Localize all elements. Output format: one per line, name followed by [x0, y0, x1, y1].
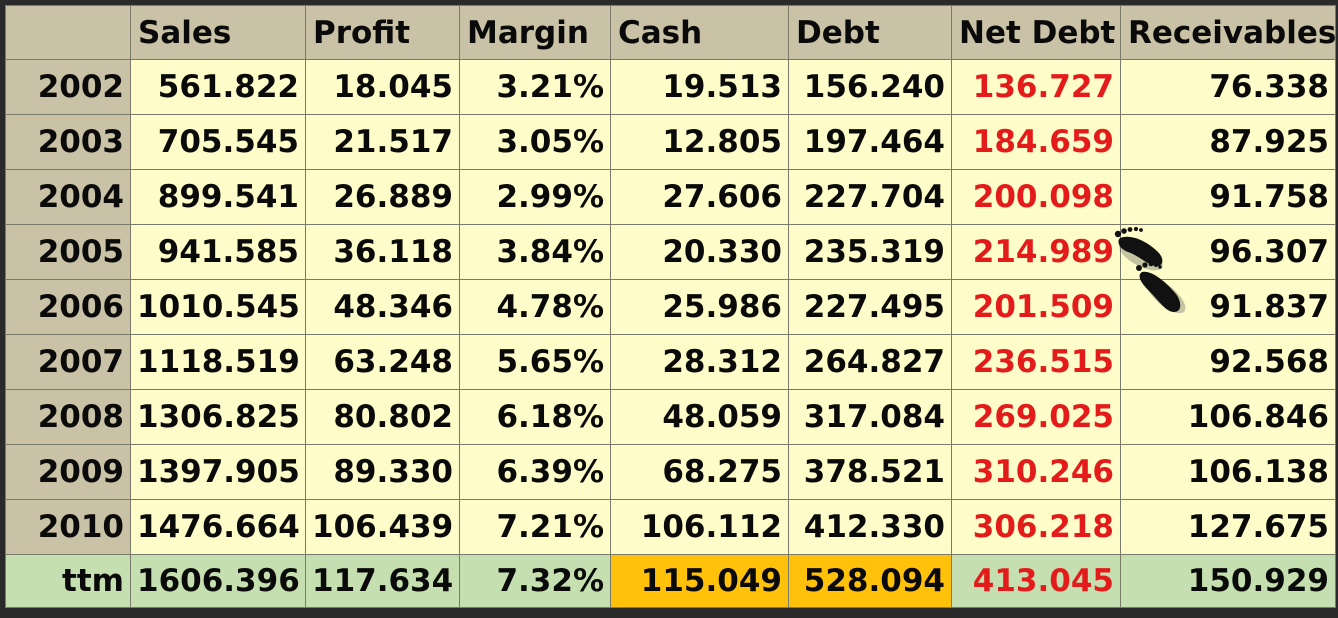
- receivables-cell[interactable]: 106.138: [1120, 444, 1336, 500]
- receivables-cell[interactable]: 91.758: [1120, 169, 1336, 225]
- receivables-cell[interactable]: 106.846: [1120, 389, 1336, 445]
- debt-cell[interactable]: 197.464: [788, 114, 952, 170]
- net-debt-cell[interactable]: 200.098: [951, 169, 1121, 225]
- header-row: Sales Profit Margin Cash Debt Net Debt R…: [5, 5, 1336, 60]
- sales-cell[interactable]: 1397.905: [130, 444, 306, 500]
- table-row: 2008 1306.825 80.802 6.18% 48.059 317.08…: [5, 389, 1336, 445]
- row-label[interactable]: 2004: [5, 169, 131, 225]
- net-debt-cell[interactable]: 413.045: [951, 554, 1121, 608]
- margin-cell[interactable]: 6.18%: [459, 389, 611, 445]
- profit-cell[interactable]: 18.045: [305, 59, 460, 115]
- margin-cell[interactable]: 3.05%: [459, 114, 611, 170]
- sales-cell[interactable]: 1118.519: [130, 334, 306, 390]
- table-row: 2010 1476.664 106.439 7.21% 106.112 412.…: [5, 499, 1336, 555]
- net-debt-cell[interactable]: 201.509: [951, 279, 1121, 335]
- sales-cell[interactable]: 1306.825: [130, 389, 306, 445]
- sales-cell[interactable]: 561.822: [130, 59, 306, 115]
- column-header-cash[interactable]: Cash: [610, 5, 789, 60]
- column-header-net-debt[interactable]: Net Debt: [951, 5, 1121, 60]
- margin-cell[interactable]: 3.84%: [459, 224, 611, 280]
- row-label[interactable]: 2006: [5, 279, 131, 335]
- cash-cell[interactable]: 25.986: [610, 279, 789, 335]
- net-debt-cell[interactable]: 310.246: [951, 444, 1121, 500]
- row-label[interactable]: ttm: [5, 554, 131, 608]
- profit-cell[interactable]: 21.517: [305, 114, 460, 170]
- net-debt-cell[interactable]: 136.727: [951, 59, 1121, 115]
- profit-cell[interactable]: 48.346: [305, 279, 460, 335]
- debt-cell[interactable]: 156.240: [788, 59, 952, 115]
- receivables-cell[interactable]: 76.338: [1120, 59, 1336, 115]
- cash-cell[interactable]: 19.513: [610, 59, 789, 115]
- cash-cell[interactable]: 12.805: [610, 114, 789, 170]
- cash-cell[interactable]: 48.059: [610, 389, 789, 445]
- right-footprint: [1136, 261, 1186, 314]
- margin-cell[interactable]: 2.99%: [459, 169, 611, 225]
- debt-cell[interactable]: 227.704: [788, 169, 952, 225]
- net-debt-cell[interactable]: 236.515: [951, 334, 1121, 390]
- column-header-margin[interactable]: Margin: [459, 5, 611, 60]
- column-header-debt[interactable]: Debt: [788, 5, 952, 60]
- table-row: 2003 705.545 21.517 3.05% 12.805 197.464…: [5, 114, 1336, 170]
- table-row: 2002 561.822 18.045 3.21% 19.513 156.240…: [5, 59, 1336, 115]
- sales-cell[interactable]: 705.545: [130, 114, 306, 170]
- cash-cell[interactable]: 68.275: [610, 444, 789, 500]
- row-label[interactable]: 2007: [5, 334, 131, 390]
- net-debt-cell[interactable]: 306.218: [951, 499, 1121, 555]
- margin-cell[interactable]: 6.39%: [459, 444, 611, 500]
- row-label[interactable]: 2005: [5, 224, 131, 280]
- receivables-cell[interactable]: 150.929: [1120, 554, 1336, 608]
- column-header-sales[interactable]: Sales: [130, 5, 306, 60]
- profit-cell[interactable]: 80.802: [305, 389, 460, 445]
- debt-cell[interactable]: 264.827: [788, 334, 952, 390]
- debt-cell[interactable]: 235.319: [788, 224, 952, 280]
- profit-cell[interactable]: 106.439: [305, 499, 460, 555]
- column-header-receivables[interactable]: Receivables: [1120, 5, 1336, 60]
- profit-cell[interactable]: 63.248: [305, 334, 460, 390]
- cash-cell[interactable]: 106.112: [610, 499, 789, 555]
- column-header-profit[interactable]: Profit: [305, 5, 460, 60]
- margin-cell[interactable]: 4.78%: [459, 279, 611, 335]
- cash-cell[interactable]: 27.606: [610, 169, 789, 225]
- sales-cell[interactable]: 899.541: [130, 169, 306, 225]
- sales-cell[interactable]: 1010.545: [130, 279, 306, 335]
- table-row: 2007 1118.519 63.248 5.65% 28.312 264.82…: [5, 334, 1336, 390]
- financial-table: Sales Profit Margin Cash Debt Net Debt R…: [5, 5, 1336, 608]
- table-row: 2004 899.541 26.889 2.99% 27.606 227.704…: [5, 169, 1336, 225]
- cash-cell[interactable]: 28.312: [610, 334, 789, 390]
- row-label[interactable]: 2008: [5, 389, 131, 445]
- row-label[interactable]: 2002: [5, 59, 131, 115]
- debt-cell[interactable]: 227.495: [788, 279, 952, 335]
- row-label[interactable]: 2009: [5, 444, 131, 500]
- footprints-icon: [1114, 226, 1186, 314]
- ttm-row: ttm 1606.396 117.634 7.32% 115.049 528.0…: [5, 554, 1336, 608]
- cash-cell[interactable]: 115.049: [610, 554, 789, 608]
- sales-cell[interactable]: 1606.396: [130, 554, 306, 608]
- debt-cell[interactable]: 317.084: [788, 389, 952, 445]
- sales-cell[interactable]: 1476.664: [130, 499, 306, 555]
- margin-cell[interactable]: 5.65%: [459, 334, 611, 390]
- row-label[interactable]: 2010: [5, 499, 131, 555]
- sales-cell[interactable]: 941.585: [130, 224, 306, 280]
- table-row: 2009 1397.905 89.330 6.39% 68.275 378.52…: [5, 444, 1336, 500]
- profit-cell[interactable]: 89.330: [305, 444, 460, 500]
- margin-cell[interactable]: 7.32%: [459, 554, 611, 608]
- cash-cell[interactable]: 20.330: [610, 224, 789, 280]
- margin-cell[interactable]: 7.21%: [459, 499, 611, 555]
- profit-cell[interactable]: 26.889: [305, 169, 460, 225]
- margin-cell[interactable]: 3.21%: [459, 59, 611, 115]
- receivables-cell[interactable]: 87.925: [1120, 114, 1336, 170]
- debt-cell[interactable]: 528.094: [788, 554, 952, 608]
- row-label[interactable]: 2003: [5, 114, 131, 170]
- profit-cell[interactable]: 36.118: [305, 224, 460, 280]
- net-debt-cell[interactable]: 269.025: [951, 389, 1121, 445]
- profit-cell[interactable]: 117.634: [305, 554, 460, 608]
- receivables-cell[interactable]: 127.675: [1120, 499, 1336, 555]
- corner-cell[interactable]: [5, 5, 131, 60]
- debt-cell[interactable]: 378.521: [788, 444, 952, 500]
- net-debt-cell[interactable]: 214.989: [951, 224, 1121, 280]
- receivables-cell[interactable]: 92.568: [1120, 334, 1336, 390]
- debt-cell[interactable]: 412.330: [788, 499, 952, 555]
- net-debt-cell[interactable]: 184.659: [951, 114, 1121, 170]
